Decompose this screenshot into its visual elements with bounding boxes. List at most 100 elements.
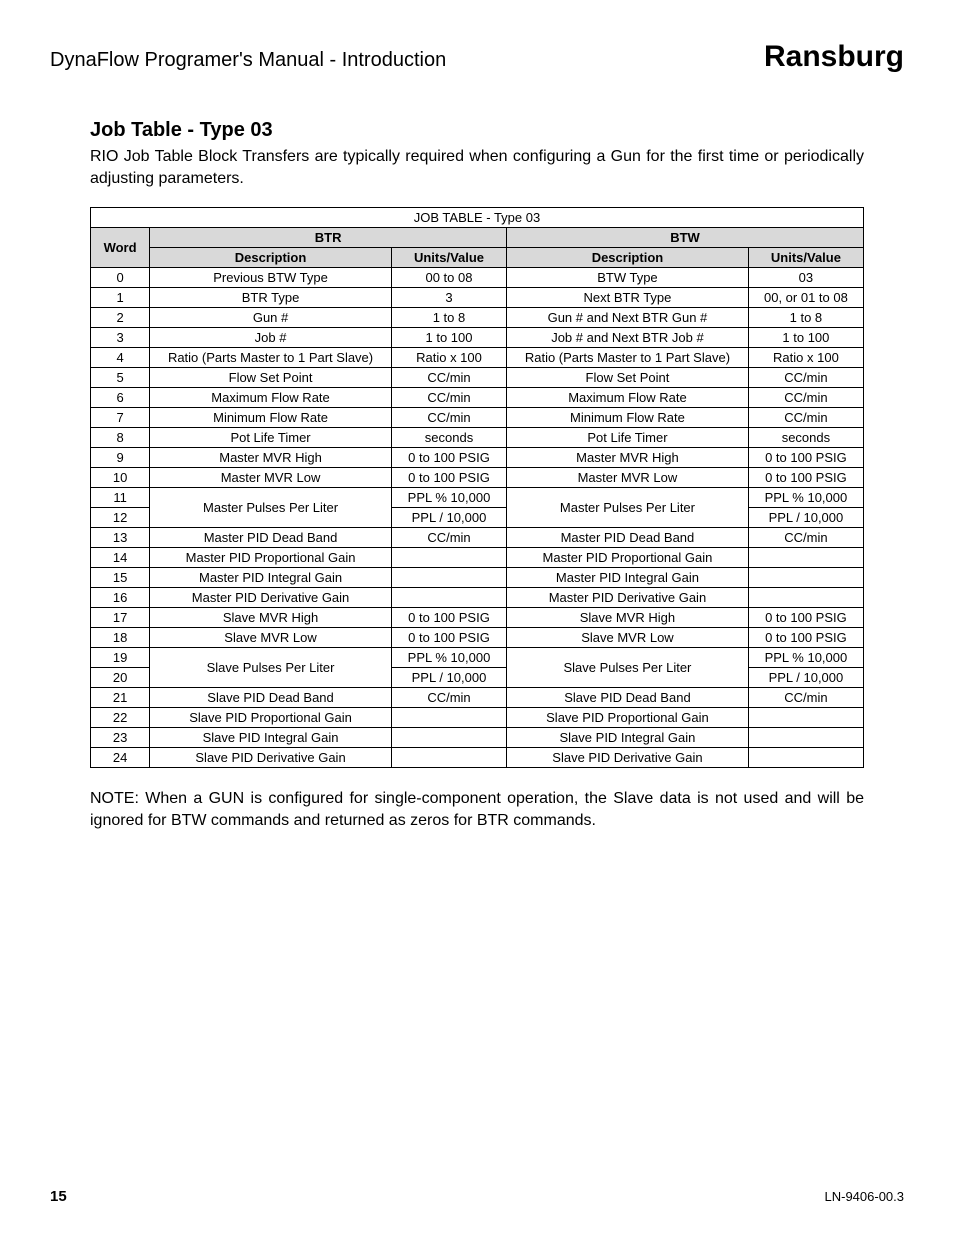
- cell-word: 23: [91, 728, 150, 748]
- cell-btw-desc: Master PID Proportional Gain: [507, 548, 749, 568]
- cell-btr-desc: Gun #: [150, 308, 392, 328]
- table-row: 11Master Pulses Per LiterPPL % 10,000Mas…: [91, 488, 864, 508]
- cell-btw-units: seconds: [748, 428, 863, 448]
- cell-word: 18: [91, 628, 150, 648]
- cell-btr-desc: Master MVR Low: [150, 468, 392, 488]
- cell-btw-units: CC/min: [748, 368, 863, 388]
- cell-word: 13: [91, 528, 150, 548]
- cell-btw-desc: Master PID Integral Gain: [507, 568, 749, 588]
- cell-btw-units: 1 to 100: [748, 328, 863, 348]
- table-title-row: JOB TABLE - Type 03: [91, 208, 864, 228]
- cell-word: 20: [91, 668, 150, 688]
- cell-word: 21: [91, 688, 150, 708]
- cell-word: 24: [91, 748, 150, 768]
- table-body: 0Previous BTW Type00 to 08BTW Type031BTR…: [91, 268, 864, 768]
- cell-btr-desc: Slave PID Derivative Gain: [150, 748, 392, 768]
- cell-btw-desc: Maximum Flow Rate: [507, 388, 749, 408]
- cell-btr-units: 00 to 08: [391, 268, 506, 288]
- cell-btw-units: CC/min: [748, 388, 863, 408]
- table-title: JOB TABLE - Type 03: [91, 208, 864, 228]
- table-row: 4Ratio (Parts Master to 1 Part Slave)Rat…: [91, 348, 864, 368]
- cell-btr-desc: Maximum Flow Rate: [150, 388, 392, 408]
- table-row: 10Master MVR Low0 to 100 PSIGMaster MVR …: [91, 468, 864, 488]
- table-row: 17Slave MVR High0 to 100 PSIGSlave MVR H…: [91, 608, 864, 628]
- cell-word: 17: [91, 608, 150, 628]
- cell-word: 12: [91, 508, 150, 528]
- cell-btr-desc: Master PID Derivative Gain: [150, 588, 392, 608]
- table-row: 18Slave MVR Low0 to 100 PSIGSlave MVR Lo…: [91, 628, 864, 648]
- cell-btr-units: CC/min: [391, 408, 506, 428]
- content-section: Job Table - Type 03 RIO Job Table Block …: [50, 119, 904, 831]
- cell-btw-desc: Master MVR High: [507, 448, 749, 468]
- cell-word: 2: [91, 308, 150, 328]
- page-header: DynaFlow Programer's Manual - Introducti…: [50, 40, 904, 74]
- cell-btw-desc: Pot Life Timer: [507, 428, 749, 448]
- cell-btr-desc: Master MVR High: [150, 448, 392, 468]
- group-header-btw: BTW: [507, 228, 864, 248]
- cell-word: 22: [91, 708, 150, 728]
- cell-btr-units: Ratio x 100: [391, 348, 506, 368]
- cell-btr-units: CC/min: [391, 688, 506, 708]
- cell-btw-desc: Slave PID Dead Band: [507, 688, 749, 708]
- col-header-word: Word: [91, 228, 150, 268]
- page-number: 15: [50, 1188, 67, 1205]
- cell-btw-desc: BTW Type: [507, 268, 749, 288]
- cell-word: 8: [91, 428, 150, 448]
- cell-btr-units: 0 to 100 PSIG: [391, 608, 506, 628]
- cell-btw-units: PPL / 10,000: [748, 508, 863, 528]
- table-row: 9Master MVR High0 to 100 PSIGMaster MVR …: [91, 448, 864, 468]
- cell-btr-units: 1 to 8: [391, 308, 506, 328]
- col-header-btw-desc: Description: [507, 248, 749, 268]
- cell-btw-desc: Slave Pulses Per Liter: [507, 648, 749, 688]
- page: DynaFlow Programer's Manual - Introducti…: [0, 0, 954, 1235]
- cell-btw-units: 1 to 8: [748, 308, 863, 328]
- section-heading: Job Table - Type 03: [90, 119, 864, 142]
- table-row: 3Job #1 to 100Job # and Next BTR Job #1 …: [91, 328, 864, 348]
- header-title: DynaFlow Programer's Manual - Introducti…: [50, 49, 446, 72]
- table-row: 2Gun #1 to 8Gun # and Next BTR Gun #1 to…: [91, 308, 864, 328]
- cell-btw-units: PPL % 10,000: [748, 488, 863, 508]
- table-row: 16Master PID Derivative GainMaster PID D…: [91, 588, 864, 608]
- brand-logo-text: Ransburg: [764, 40, 904, 74]
- cell-btw-units: 00, or 01 to 08: [748, 288, 863, 308]
- cell-btw-units: [748, 708, 863, 728]
- cell-btr-units: seconds: [391, 428, 506, 448]
- cell-btr-units: [391, 728, 506, 748]
- cell-btw-desc: Ratio (Parts Master to 1 Part Slave): [507, 348, 749, 368]
- cell-word: 3: [91, 328, 150, 348]
- cell-btw-desc: Flow Set Point: [507, 368, 749, 388]
- cell-word: 7: [91, 408, 150, 428]
- cell-word: 5: [91, 368, 150, 388]
- cell-btr-desc: Flow Set Point: [150, 368, 392, 388]
- cell-btr-units: [391, 548, 506, 568]
- cell-btw-desc: Slave PID Integral Gain: [507, 728, 749, 748]
- cell-btr-units: PPL % 10,000: [391, 648, 506, 668]
- cell-btw-desc: Gun # and Next BTR Gun #: [507, 308, 749, 328]
- cell-btw-desc: Master MVR Low: [507, 468, 749, 488]
- cell-btw-desc: Slave PID Derivative Gain: [507, 748, 749, 768]
- cell-word: 0: [91, 268, 150, 288]
- cell-btw-units: [748, 728, 863, 748]
- cell-btw-desc: Minimum Flow Rate: [507, 408, 749, 428]
- cell-btr-units: CC/min: [391, 368, 506, 388]
- cell-btw-desc: Slave PID Proportional Gain: [507, 708, 749, 728]
- table-row: 19Slave Pulses Per LiterPPL % 10,000Slav…: [91, 648, 864, 668]
- cell-btr-desc: Pot Life Timer: [150, 428, 392, 448]
- cell-btr-units: 0 to 100 PSIG: [391, 448, 506, 468]
- page-footer: 15 LN-9406-00.3: [50, 1188, 904, 1205]
- cell-btw-units: 0 to 100 PSIG: [748, 628, 863, 648]
- cell-word: 15: [91, 568, 150, 588]
- table-row: 5Flow Set PointCC/minFlow Set PointCC/mi…: [91, 368, 864, 388]
- cell-word: 9: [91, 448, 150, 468]
- cell-btw-desc: Next BTR Type: [507, 288, 749, 308]
- table-row: 22Slave PID Proportional GainSlave PID P…: [91, 708, 864, 728]
- table-row: 23Slave PID Integral GainSlave PID Integ…: [91, 728, 864, 748]
- cell-btr-desc: Job #: [150, 328, 392, 348]
- cell-word: 19: [91, 648, 150, 668]
- cell-word: 16: [91, 588, 150, 608]
- table-row: 14Master PID Proportional GainMaster PID…: [91, 548, 864, 568]
- cell-btr-units: PPL / 10,000: [391, 508, 506, 528]
- cell-btr-desc: Slave PID Integral Gain: [150, 728, 392, 748]
- table-row: 1BTR Type3Next BTR Type00, or 01 to 08: [91, 288, 864, 308]
- table-row: 0Previous BTW Type00 to 08BTW Type03: [91, 268, 864, 288]
